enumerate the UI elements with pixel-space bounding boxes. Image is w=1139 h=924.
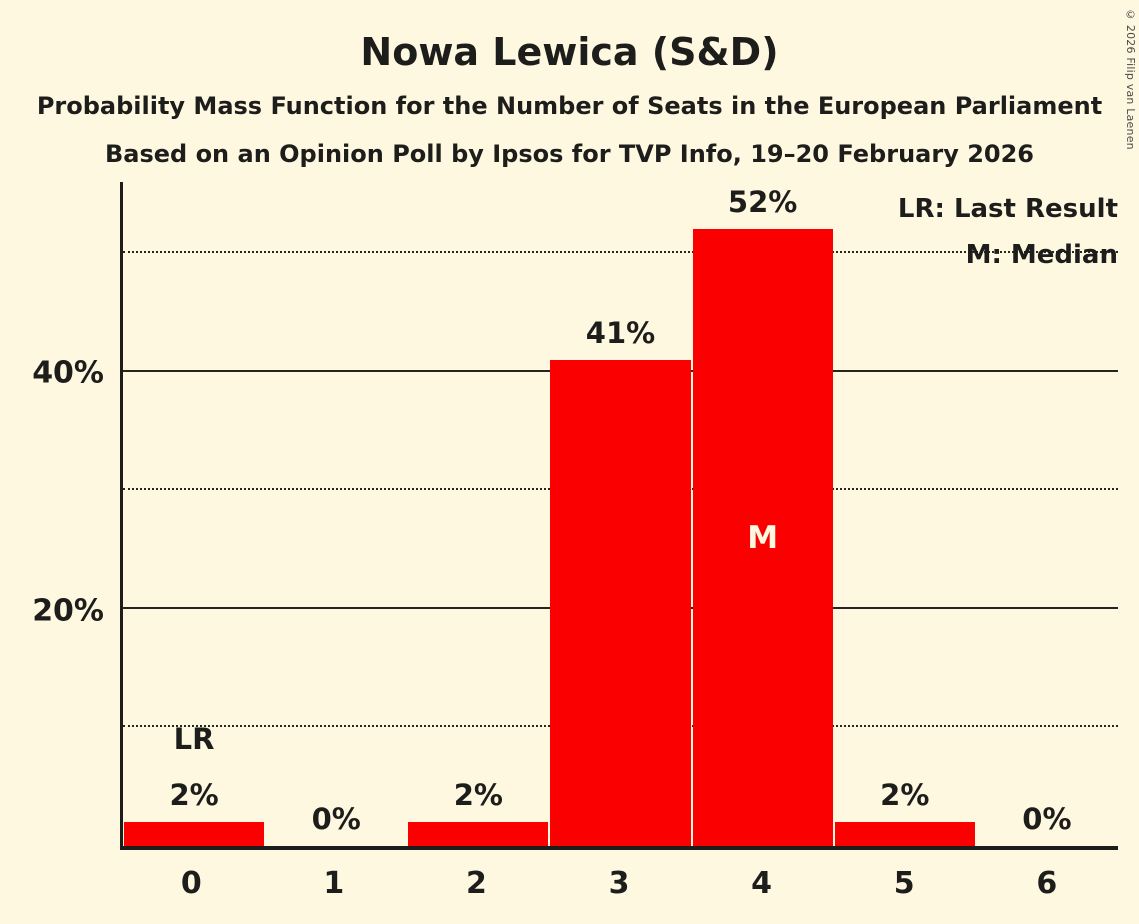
- y-axis-labels: 20% 40%: [0, 182, 104, 850]
- bar-5: [834, 822, 975, 846]
- copyright-notice: © 2026 Filip van Laenen: [1124, 8, 1137, 150]
- bar-slot-6: 0%: [976, 182, 1118, 846]
- bar-value-label-3: 41%: [585, 315, 656, 350]
- bar-3: [550, 359, 691, 846]
- plot-area: 2% LR 0% 2% 41% 52% M 2% 0% LR: Last Result M: M…: [120, 182, 1118, 850]
- bar-slot-3: 41%: [549, 182, 691, 846]
- bar-value-label-2: 2%: [453, 778, 503, 813]
- bar-0: [124, 822, 265, 846]
- x-tick-1: 1: [323, 866, 345, 901]
- bar-slot-1: 0%: [265, 182, 407, 846]
- chart-title: Nowa Lewica (S&D): [360, 30, 779, 74]
- legend-median: M: Median: [965, 240, 1118, 270]
- last-result-marker: LR: [173, 722, 215, 757]
- bar-4: [692, 229, 833, 846]
- x-tick-3: 3: [608, 866, 630, 901]
- chart-subtitle-poll: Based on an Opinion Poll by Ipsos for TV…: [104, 140, 1034, 168]
- x-tick-5: 5: [893, 866, 915, 901]
- bar-value-label-6: 0%: [1022, 802, 1072, 836]
- median-marker: M: [747, 519, 779, 556]
- x-tick-2: 2: [466, 866, 487, 901]
- gridline-50: [123, 251, 1118, 254]
- x-tick-0: 0: [180, 866, 202, 901]
- x-tick-6: 6: [1036, 866, 1058, 901]
- chart-subtitle-pmf: Probability Mass Function for the Number…: [36, 92, 1103, 120]
- bar-value-label-1: 0%: [311, 802, 361, 836]
- x-tick-4: 4: [751, 866, 773, 901]
- bar-value-label-4: 52%: [727, 185, 798, 220]
- x-axis-labels: 0 1 2 3 4 5 6: [120, 866, 1118, 912]
- legend: LR: Last Result M: Median: [898, 186, 1118, 278]
- bar-slot-5: 2%: [834, 182, 976, 846]
- bar-slot-2: 2%: [407, 182, 549, 846]
- legend-last-result: LR: Last Result: [897, 194, 1118, 224]
- bar-value-label-5: 2%: [880, 778, 930, 813]
- y-tick-40: 40%: [32, 355, 104, 391]
- bar-2: [408, 822, 549, 846]
- bar-value-label-0: 2%: [169, 778, 219, 813]
- bars-layer: 2% LR 0% 2% 41% 52% M 2% 0%: [123, 182, 1118, 846]
- bar-slot-4: 52% M: [692, 182, 834, 846]
- bar-slot-0: 2% LR: [123, 182, 265, 846]
- y-tick-20: 20%: [32, 593, 104, 629]
